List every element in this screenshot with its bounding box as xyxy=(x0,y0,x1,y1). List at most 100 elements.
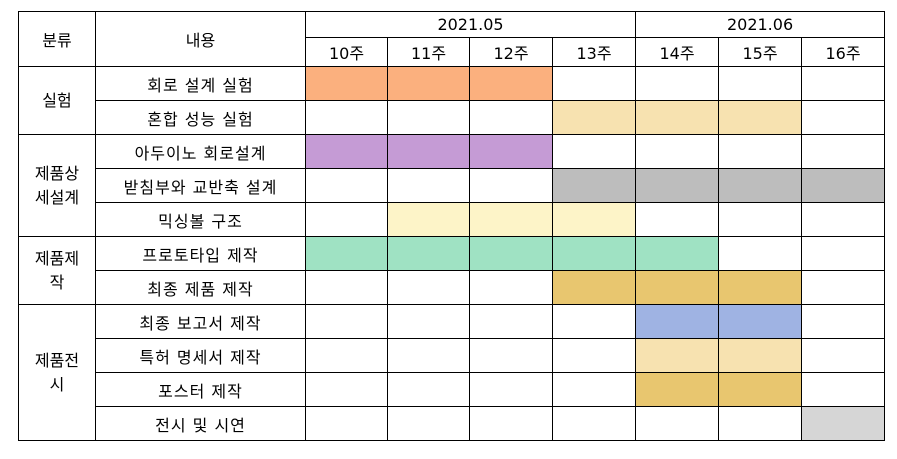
week-cell xyxy=(718,236,803,271)
task-label: 특허 명세서 제작 xyxy=(95,338,306,373)
week-cell xyxy=(551,372,637,407)
week-cell xyxy=(387,372,470,407)
task-row: 믹싱볼 구조 xyxy=(19,202,886,237)
task-row: 제품제 작 프로토타입 제작 xyxy=(18,236,886,305)
week-header: 15주 xyxy=(718,37,803,67)
week-cell xyxy=(801,66,886,101)
week-cell xyxy=(801,100,886,135)
task-label: 최종 제품 제작 xyxy=(95,270,306,305)
scheduled-week-cell xyxy=(305,66,388,101)
task-label: 회로 설계 실험 xyxy=(95,66,306,101)
scheduled-week-cell xyxy=(469,236,553,271)
task-label: 프로토타입 제작 xyxy=(95,236,306,271)
scheduled-week-cell xyxy=(635,168,720,203)
scheduled-week-cell xyxy=(387,134,470,169)
week-cell xyxy=(387,100,470,135)
scheduled-week-cell xyxy=(551,168,637,203)
scheduled-week-cell xyxy=(718,168,803,203)
category-experiment: 실험 xyxy=(18,66,96,135)
week-cell xyxy=(718,406,803,441)
week-cell xyxy=(551,338,637,373)
scheduled-week-cell xyxy=(801,406,886,441)
week-cell xyxy=(469,372,553,407)
header-month-may: 2021.05 xyxy=(304,11,637,38)
scheduled-week-cell xyxy=(718,304,803,339)
task-row: 포스터 제작 xyxy=(19,372,886,407)
week-cell xyxy=(387,168,470,203)
week-header: 11주 xyxy=(387,37,470,67)
header-category: 분류 xyxy=(18,11,96,67)
week-cell xyxy=(635,406,720,441)
week-cell xyxy=(551,406,637,441)
task-label: 믹싱볼 구조 xyxy=(95,202,306,237)
category-production: 제품제 작 xyxy=(18,236,96,305)
week-cell xyxy=(718,134,803,169)
week-header: 16주 xyxy=(801,37,886,67)
scheduled-week-cell xyxy=(635,270,720,305)
scheduled-week-cell xyxy=(635,338,720,373)
week-cell xyxy=(635,134,720,169)
week-header: 10주 xyxy=(305,37,388,67)
scheduled-week-cell xyxy=(635,372,720,407)
header-month-june: 2021.06 xyxy=(635,11,886,38)
scheduled-week-cell xyxy=(635,236,720,271)
task-label: 혼합 성능 실험 xyxy=(95,100,306,135)
week-cell xyxy=(305,100,388,135)
scheduled-week-cell xyxy=(551,236,637,271)
week-cell xyxy=(469,168,553,203)
task-label: 받침부와 교반축 설계 xyxy=(95,168,306,203)
week-header: 12주 xyxy=(469,37,553,67)
week-cell xyxy=(305,338,388,373)
category-detail-design: 제품상 세설계 xyxy=(18,134,96,237)
week-cell xyxy=(718,66,803,101)
task-row: 받침부와 교반축 설계 xyxy=(19,168,886,203)
week-cell xyxy=(387,338,470,373)
week-cell xyxy=(718,202,803,237)
task-row: 전시 및 시연 xyxy=(19,406,886,441)
task-row: 특허 명세서 제작 xyxy=(19,338,886,373)
scheduled-week-cell xyxy=(718,338,803,373)
scheduled-week-cell xyxy=(635,304,720,339)
task-label: 포스터 제작 xyxy=(95,372,306,407)
week-cell xyxy=(801,338,886,373)
week-cell xyxy=(469,338,553,373)
scheduled-week-cell xyxy=(551,202,637,237)
week-cell xyxy=(801,134,886,169)
week-cell xyxy=(801,202,886,237)
week-cell xyxy=(387,304,470,339)
week-cell xyxy=(305,270,388,305)
week-cell xyxy=(801,372,886,407)
scheduled-week-cell xyxy=(469,134,553,169)
schedule-table: 분류 내용 2021.05 2021.06 10주 11주 12주 13주 14… xyxy=(18,11,886,441)
scheduled-week-cell xyxy=(387,202,470,237)
week-cell xyxy=(551,66,637,101)
task-row: 실험 회로 설계 실험 xyxy=(18,66,886,135)
task-label: 아두이노 회로설계 xyxy=(95,134,306,169)
scheduled-week-cell xyxy=(551,270,637,305)
task-label: 전시 및 시연 xyxy=(95,406,306,441)
task-row: 혼합 성능 실험 xyxy=(19,100,886,135)
category-exhibition: 제품전 시 xyxy=(18,304,96,441)
week-cell xyxy=(387,406,470,441)
task-row: 최종 제품 제작 xyxy=(19,270,886,305)
week-cell xyxy=(801,236,886,271)
week-cell xyxy=(305,168,388,203)
scheduled-week-cell xyxy=(801,168,886,203)
week-cell xyxy=(305,372,388,407)
week-cell xyxy=(635,202,720,237)
scheduled-week-cell xyxy=(387,236,470,271)
week-cell xyxy=(551,304,637,339)
scheduled-week-cell xyxy=(305,134,388,169)
scheduled-week-cell xyxy=(635,100,720,135)
week-cell xyxy=(387,270,470,305)
scheduled-week-cell xyxy=(305,236,388,271)
week-header: 14주 xyxy=(635,37,720,67)
week-cell xyxy=(469,270,553,305)
week-cell xyxy=(551,134,637,169)
week-cell xyxy=(305,202,388,237)
week-cell xyxy=(469,406,553,441)
week-header: 13주 xyxy=(551,37,637,67)
scheduled-week-cell xyxy=(469,66,553,101)
scheduled-week-cell xyxy=(387,66,470,101)
week-cell xyxy=(801,270,886,305)
